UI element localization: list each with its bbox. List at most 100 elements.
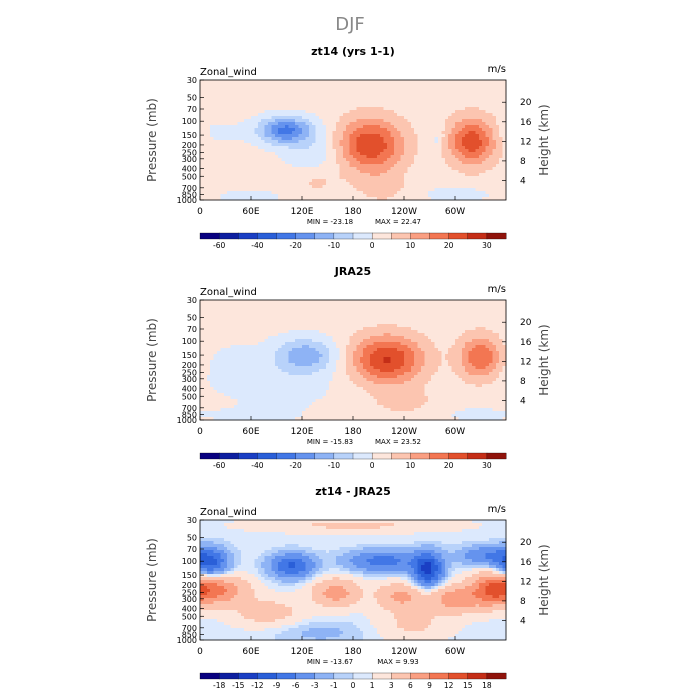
field-cell [349,333,354,337]
field-cell [448,327,452,331]
field-cell [240,339,245,343]
field-cell [475,155,480,159]
field-cell [465,197,469,201]
field-cell [482,330,486,334]
field-cell [291,300,296,304]
field-cell [261,176,265,180]
field-cell [264,131,269,135]
field-cell [492,191,497,195]
field-cell [424,324,429,328]
field-cell [495,318,500,322]
field-cell [319,137,323,141]
field-cell [264,318,269,322]
field-cell [213,197,218,201]
field-cell [383,155,388,159]
field-cell [251,113,255,117]
field-cell [302,146,306,150]
field-cell [227,185,231,189]
field-cell [383,137,388,141]
field-cell [468,119,473,123]
max-label: MAX = 22.47 [375,218,421,226]
field-cell [472,122,476,126]
field-cell [295,185,299,189]
field-cell [451,134,456,138]
field-cell [261,116,265,120]
field-cell [380,80,384,84]
field-cell [427,107,432,111]
field-cell [370,86,374,90]
field-cell [322,122,327,126]
field-cell [251,155,255,159]
y-tick-label: 50 [187,93,197,102]
field-cell [240,309,245,313]
field-cell [295,167,299,171]
field-cell [295,158,299,162]
field-cell [380,330,384,334]
field-cell [370,116,374,120]
field-cell [227,182,231,186]
field-cell [451,327,456,331]
field-cell [485,125,490,129]
field-cell [475,107,480,111]
field-cell [302,315,306,319]
field-cell [315,327,320,331]
field-cell [240,152,245,156]
field-cell [444,182,449,186]
field-cell [240,312,245,316]
field-cell [244,146,248,150]
field-cell [237,315,242,319]
field-cell [308,194,313,198]
field-cell [244,86,248,90]
field-cell [247,98,252,102]
field-cell [322,146,327,150]
field-cell [472,182,476,186]
field-cell [482,161,486,165]
field-cell [410,324,415,328]
field-cell [206,179,211,183]
field-cell [240,191,245,195]
field-cell [305,342,310,346]
field-cell [308,155,313,159]
field-cell [356,300,361,304]
field-cell [448,161,452,165]
field-cell [363,330,367,334]
field-cell [387,125,391,129]
field-cell [200,134,204,138]
field-cell [387,104,391,108]
field-cell [359,194,364,198]
field-cell [278,86,282,90]
field-cell [319,336,323,340]
field-cell [240,137,245,141]
field-cell [220,95,225,99]
field-cell [370,80,374,84]
field-cell [376,179,381,183]
field-cell [472,86,476,90]
field-cell [200,312,204,316]
field-cell [302,309,306,313]
field-cell [278,191,282,195]
field-cell [346,149,350,153]
field-cell [206,158,211,162]
field-cell [353,101,357,105]
field-cell [342,197,347,201]
field-cell [417,83,422,87]
field-cell [346,131,350,135]
field-cell [353,339,357,343]
field-cell [325,134,330,138]
field-cell [274,194,279,198]
field-cell [475,152,480,156]
field-cell [363,101,367,105]
field-cell [485,149,490,153]
field-cell [502,125,507,129]
field-cell [332,83,337,87]
field-cell [298,152,303,156]
field-cell [444,197,449,201]
field-cell [376,333,381,337]
field-cell [251,306,255,310]
field-cell [305,161,310,165]
field-cell [346,327,350,331]
field-cell [400,137,405,141]
field-cell [274,128,279,132]
field-cell [404,339,408,343]
field-cell [492,152,497,156]
